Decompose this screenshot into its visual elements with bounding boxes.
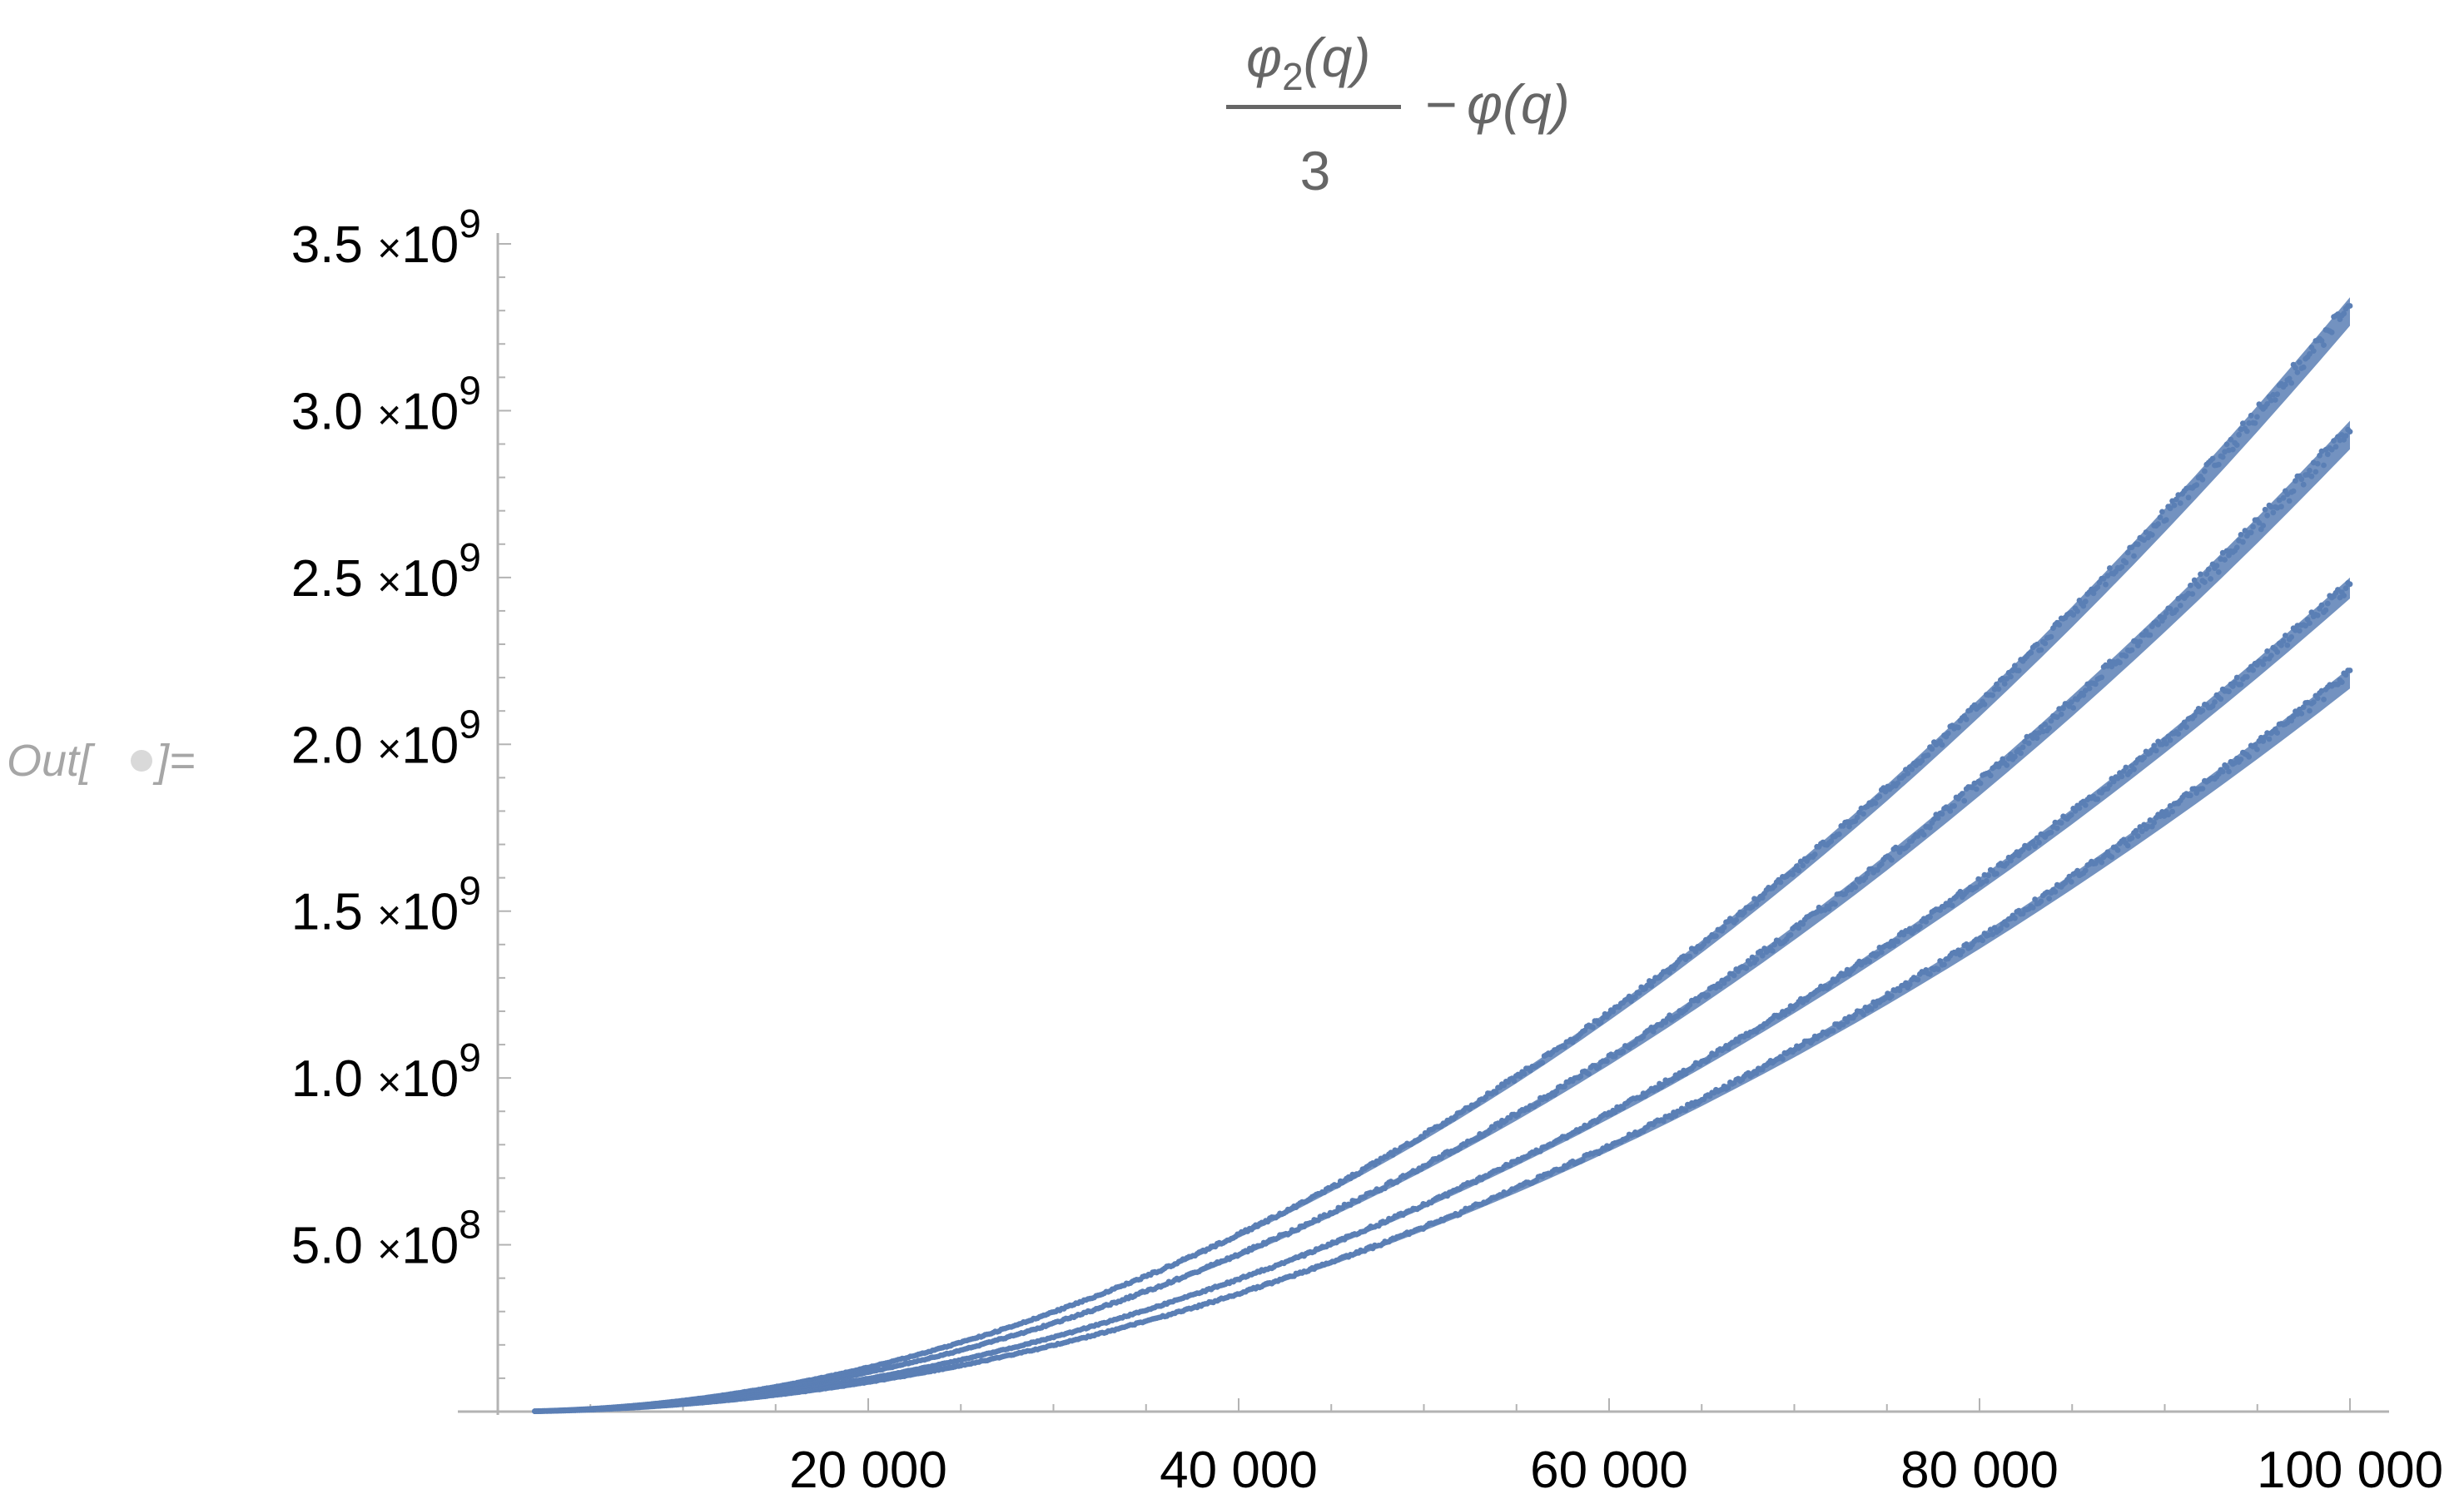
svg-text:φ(q): φ(q) [1467, 73, 1570, 135]
series-1 [498, 297, 2353, 1414]
axes [458, 233, 2389, 1415]
out-bullet-icon [131, 750, 152, 772]
x-tick-label: 60 000 [1530, 1442, 1688, 1499]
x-tick-label: 80 000 [1900, 1442, 2059, 1499]
out-prefix: Out[ [7, 736, 96, 786]
y-tick-label: 2.0 ×109 [291, 702, 481, 774]
series-4 [498, 668, 2353, 1414]
y-tick-label: 3.0 ×109 [291, 369, 481, 440]
series-band [498, 668, 2350, 1412]
x-tick-label: 20 000 [789, 1442, 947, 1499]
svg-text:φ2(q): φ2(q) [1246, 27, 1370, 98]
out-suffix: ]= [152, 736, 196, 786]
title-minus: − [1425, 73, 1458, 135]
title-numerator-arg: (q) [1304, 27, 1371, 88]
svg-text:]=: ]= [152, 736, 196, 786]
x-tick-label: 40 000 [1160, 1442, 1318, 1499]
data-points [498, 297, 2353, 1414]
series-band [498, 420, 2350, 1412]
series-2 [498, 420, 2353, 1414]
title-denominator: 3 [1300, 140, 1331, 201]
y-tick-label: 3.5 ×109 [291, 202, 481, 274]
x-tick-label: 100 000 [2257, 1442, 2443, 1499]
svg-text:Out[: Out[ [7, 736, 96, 786]
title-numerator-sub: 2 [1282, 55, 1304, 98]
title-fraction-bar [1226, 105, 1401, 109]
y-tick-label: 1.5 ×109 [291, 870, 481, 941]
title-rhs-arg: (q) [1503, 73, 1570, 135]
y-tick-labels: 5.0 ×108 1.0 ×109 1.5 ×109 2.0 ×109 2.5 ×109… [291, 202, 481, 1275]
series-band [498, 297, 2350, 1412]
title-numerator-func: φ [1246, 27, 1282, 88]
title-rhs-func: φ [1467, 73, 1503, 135]
chart-title: φ2(q) 3 − φ(q) [1226, 27, 1570, 201]
y-tick-label: 2.5 ×109 [291, 536, 481, 608]
x-tick-labels: 20 000 40 000 60 000 80 000 100 000 [789, 1442, 2443, 1499]
out-cell-label: Out[ ]= [7, 736, 196, 786]
y-tick-label: 1.0 ×109 [291, 1036, 481, 1108]
y-tick-label: 5.0 ×108 [291, 1204, 481, 1275]
